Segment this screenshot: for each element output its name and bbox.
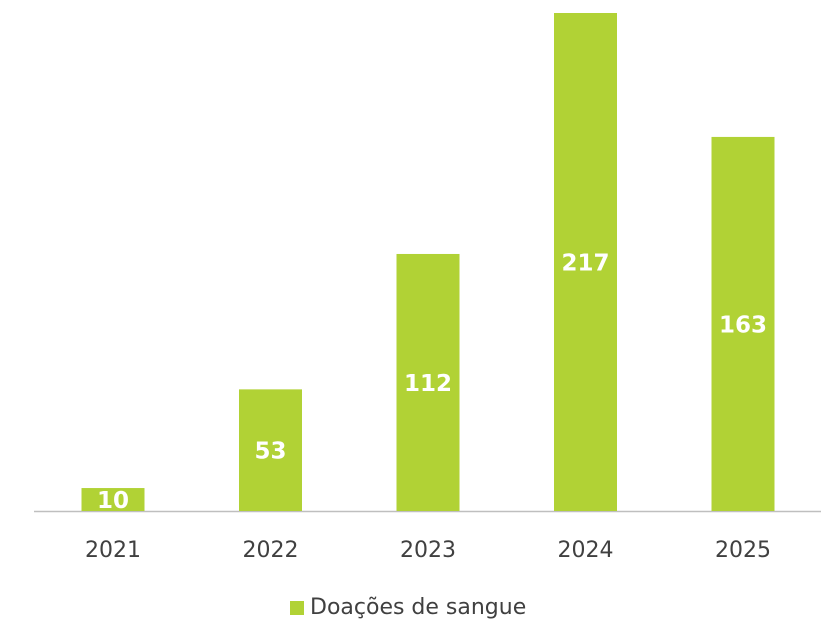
bar <box>81 488 145 511</box>
legend-swatch <box>290 601 304 615</box>
data-label: 163 <box>719 312 767 338</box>
legend-label: Doações de sangue <box>310 595 526 620</box>
bar <box>711 136 775 511</box>
data-label: 217 <box>561 251 609 277</box>
data-label: 53 <box>254 439 286 465</box>
bar <box>396 253 460 511</box>
x-tick-label: 2025 <box>715 538 771 563</box>
x-tick-label: 2023 <box>400 538 456 563</box>
bar <box>554 13 617 511</box>
data-label: 112 <box>404 371 452 397</box>
x-tick-label: 2024 <box>558 538 614 563</box>
x-tick-label: 2022 <box>243 538 299 563</box>
bar <box>239 389 302 511</box>
x-tick-label: 2021 <box>85 538 141 563</box>
data-label: 10 <box>97 488 129 514</box>
